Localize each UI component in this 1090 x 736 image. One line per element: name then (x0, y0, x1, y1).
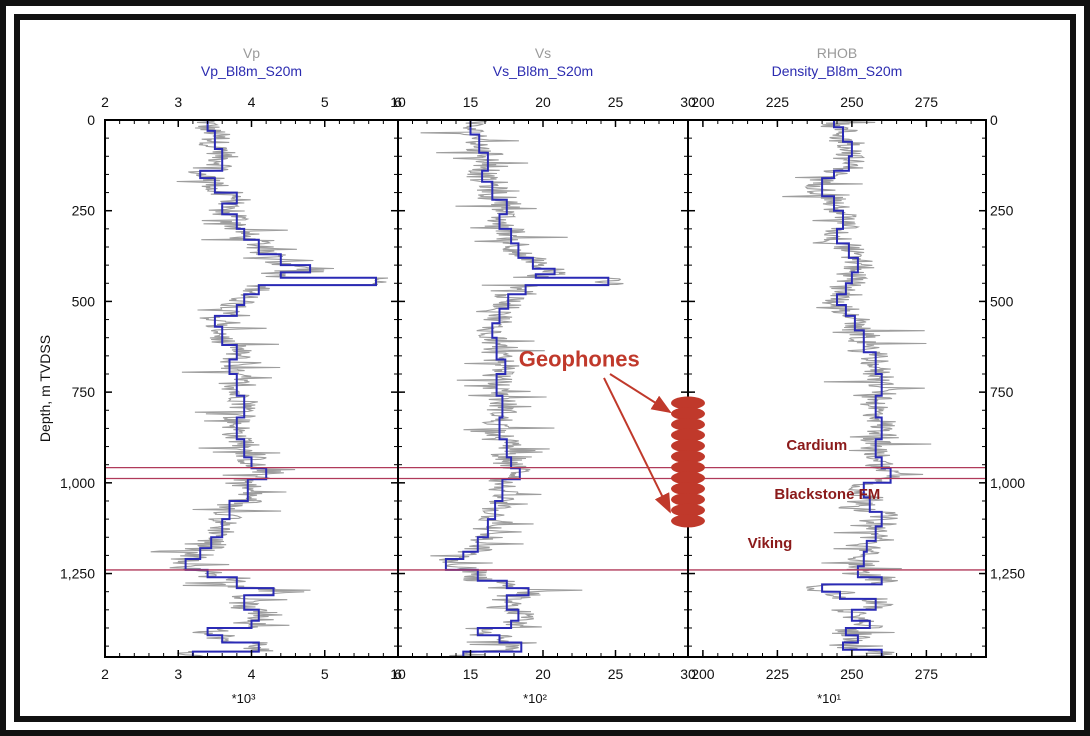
annotation-cardium: Cardium (786, 437, 847, 454)
x-tick-label-top: 25 (608, 94, 624, 110)
geophone-marker (671, 417, 705, 431)
geophone-marker (671, 503, 705, 517)
depth-tick-label-left: 1,000 (60, 475, 95, 491)
depth-tick-label-right: 250 (990, 203, 1014, 219)
x-tick-label-top: 10 (390, 94, 406, 110)
plot-panel: 2 2 3 3 4 4 5 5 6 6 Vp Vp_Bl8m_S20m *10³ 10 10 15 15 20 20… (20, 20, 1070, 716)
geophone-arrow-upper (609, 373, 672, 414)
x-tick-label-top: 225 (766, 94, 790, 110)
raw-log-curve-2 (782, 119, 932, 657)
track-frame-1 (397, 119, 689, 658)
depth-tick-label-right: 750 (990, 384, 1014, 400)
x-tick-label-bottom: 225 (766, 666, 790, 682)
x-tick-label-bottom: 4 (248, 666, 256, 682)
x-tick-label-top: 15 (463, 94, 479, 110)
track-unit-1: *10² (523, 691, 548, 706)
depth-tick-label-left: 1,250 (60, 566, 95, 582)
blocked-log-layer (178, 120, 892, 658)
depth-tick-label-right: 0 (990, 112, 998, 128)
geophone-marker (671, 407, 705, 421)
geophone-marker (671, 514, 705, 528)
x-tick-label-bottom: 2 (101, 666, 109, 682)
raw-log-curve-1 (420, 119, 624, 657)
track-frame-0 (104, 119, 399, 658)
x-tick-label-top: 2 (101, 94, 109, 110)
x-tick-label-bottom: 250 (840, 666, 864, 682)
x-tick-label-top: 275 (915, 94, 939, 110)
x-tick-label-bottom: 25 (608, 666, 624, 682)
x-tick-label-bottom: 15 (463, 666, 479, 682)
horizons-layer (105, 466, 986, 571)
annotation-geophones: Geophones (519, 347, 640, 372)
depth-tick-label-left: 500 (72, 293, 96, 309)
depth-tick-label-right: 1,250 (990, 566, 1025, 582)
raw-log-curve-0 (150, 119, 389, 657)
x-tick-label-top: 200 (691, 94, 715, 110)
x-tick-label-bottom: 6 (394, 666, 402, 682)
geophone-arrow-lower (603, 377, 671, 514)
track-title-1: Vs (535, 45, 551, 61)
track-unit-0: *10³ (232, 691, 257, 706)
blocked-log-curve-1 (441, 120, 610, 658)
depth-tick-label-left: 250 (72, 203, 96, 219)
depth-tick-label-left: 750 (72, 384, 96, 400)
geophone-marker (671, 450, 705, 464)
geophone-marker (671, 482, 705, 496)
annotations-layer: Geophones Cardium Blackstone FM Viking (519, 347, 881, 552)
geophone-marker (671, 396, 705, 410)
depth-tick-label-right: 500 (990, 293, 1014, 309)
geophone-marker (671, 439, 705, 453)
geophone-marker (671, 460, 705, 474)
track-title-0: Vp (243, 45, 260, 61)
blocked-log-curve-2 (821, 120, 892, 658)
y-axis-label: Depth, m TVDSS (37, 335, 53, 442)
x-tick-label-bottom: 30 (680, 666, 696, 682)
x-tick-label-top: 4 (248, 94, 256, 110)
x-tick-label-bottom: 275 (915, 666, 939, 682)
x-tick-label-top: 3 (174, 94, 182, 110)
x-tick-label-top: 250 (840, 94, 864, 110)
track-subtitle-2: Density_Bl8m_S20m (772, 63, 903, 79)
depth-tick-label-right: 1,000 (990, 475, 1025, 491)
annotation-blackstone-fm: Blackstone FM (774, 486, 880, 503)
track-title-2: RHOB (817, 45, 857, 61)
depth-tick-label-left: 0 (87, 112, 95, 128)
x-tick-label-bottom: 20 (535, 666, 551, 682)
x-tick-label-top: 20 (535, 94, 551, 110)
geophone-marker (671, 428, 705, 442)
x-tick-label-bottom: 5 (321, 666, 329, 682)
track-subtitle-1: Vs_Bl8m_S20m (493, 63, 593, 79)
track-unit-2: *10¹ (817, 691, 842, 706)
x-tick-label-top: 30 (680, 94, 696, 110)
x-tick-label-bottom: 10 (390, 666, 406, 682)
x-tick-label-top: 5 (321, 94, 329, 110)
x-tick-label-bottom: 3 (174, 666, 182, 682)
raw-log-layer (150, 119, 932, 657)
annotation-viking: Viking (748, 535, 793, 552)
geophone-marker (671, 471, 705, 485)
blocked-log-curve-0 (178, 120, 377, 658)
axes-layer: 2 2 3 3 4 4 5 5 6 6 Vp Vp_Bl8m_S20m *10³ 10 10 15 15 20 20… (37, 45, 1025, 706)
geophone-marker (671, 492, 705, 506)
track-subtitle-0: Vp_Bl8m_S20m (201, 63, 302, 79)
x-tick-label-bottom: 200 (691, 666, 715, 682)
well-log-chart: 2 2 3 3 4 4 5 5 6 6 Vp Vp_Bl8m_S20m *10³ 10 10 15 15 20 20… (37, 45, 1025, 706)
x-tick-label-top: 6 (394, 94, 402, 110)
